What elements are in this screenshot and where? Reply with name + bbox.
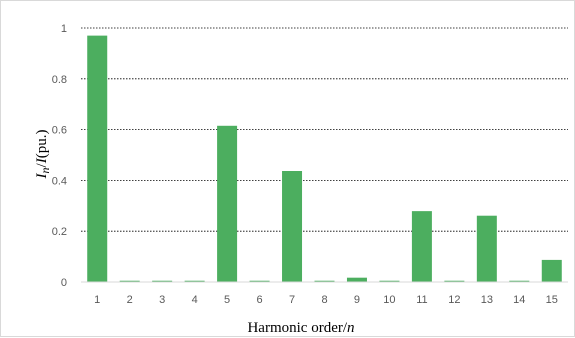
y-tick-label: 0 (61, 277, 67, 289)
bar-11 (411, 211, 432, 282)
x-tick-label: 2 (127, 294, 133, 306)
bar-3 (152, 280, 173, 282)
y-tick-label: 0.4 (52, 175, 67, 187)
x-tick-label: 11 (416, 294, 427, 306)
y-axis-title: In/I(pu.) (34, 130, 52, 180)
x-tick-label: 3 (159, 294, 165, 306)
bar-13 (476, 215, 497, 282)
x-tick-label: 8 (321, 294, 327, 306)
bar-9 (346, 277, 367, 282)
gridlines (81, 27, 568, 232)
y-tick-labels: 0 0.2 0.4 0.6 0.8 1 (52, 23, 67, 289)
x-tick-label: 10 (383, 294, 395, 306)
bar-14 (509, 280, 530, 282)
x-tick-label: 9 (354, 294, 360, 306)
x-tick-label: 7 (289, 294, 295, 306)
x-tick-label: 12 (448, 294, 460, 306)
x-tick-label: 15 (546, 294, 558, 306)
x-tick-label: 13 (481, 294, 493, 306)
y-tick-label: 0.8 (52, 74, 67, 86)
bar-12 (444, 280, 465, 282)
x-tick-label: 6 (257, 294, 263, 306)
bar-4 (184, 280, 205, 282)
bar-2 (119, 280, 140, 282)
bars (87, 35, 562, 283)
x-tick-labels: 1 2 3 4 5 6 7 8 9 10 11 12 13 14 15 (94, 294, 558, 306)
y-tick-label: 1 (61, 23, 67, 35)
x-axis-title: Harmonic order/n (247, 320, 354, 336)
x-tick-label: 5 (224, 294, 230, 306)
y-tick-label: 0.2 (52, 226, 67, 238)
bar-10 (379, 280, 400, 282)
bar-7 (282, 171, 303, 282)
bar-1 (87, 35, 108, 283)
x-tick-label: 1 (94, 294, 100, 306)
bar-15 (541, 259, 562, 282)
x-tick-label: 4 (192, 294, 198, 306)
bar-8 (314, 280, 335, 282)
x-tick-label: 14 (513, 294, 525, 306)
bar-6 (249, 280, 270, 282)
bar-5 (217, 125, 238, 282)
y-tick-label: 0.6 (52, 125, 67, 137)
